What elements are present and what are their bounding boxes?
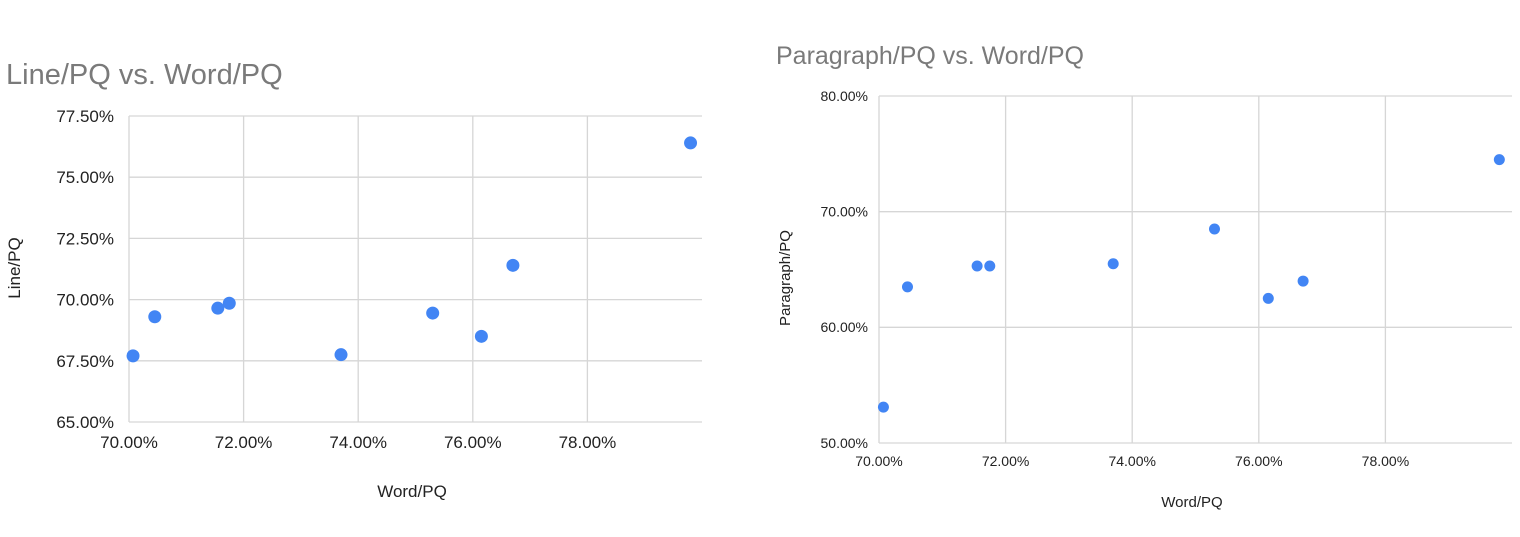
- x-tick-label: 78.00%: [1362, 453, 1409, 469]
- scatter-point: [984, 260, 996, 272]
- x-tick-label: 76.00%: [444, 433, 502, 452]
- scatter-point: [126, 349, 140, 363]
- scatter-point: [1208, 223, 1220, 235]
- y-axis-label: Line/PQ: [5, 237, 24, 298]
- x-axis-label: Word/PQ: [377, 482, 447, 501]
- scatter-point: [148, 310, 162, 324]
- chart-title: Paragraph/PQ vs. Word/PQ: [776, 42, 1084, 70]
- scatter-point: [211, 301, 225, 315]
- x-axis-label: Word/PQ: [1161, 494, 1222, 511]
- x-tick-label: 76.00%: [1235, 453, 1282, 469]
- scatter-point: [901, 281, 913, 293]
- line-vs-word-scatter-chart: Line/PQ vs. Word/PQ 70.00% 72.00% 74.00% 76…: [5, 59, 702, 501]
- scatter-point: [877, 401, 889, 413]
- x-tick-label: 72.00%: [215, 433, 273, 452]
- scatter-point: [1493, 154, 1505, 166]
- scatter-point: [1297, 275, 1309, 287]
- x-tick-label: 70.00%: [855, 453, 902, 469]
- scatter-point: [1262, 292, 1274, 304]
- scatter-point: [426, 306, 440, 320]
- chart-title: Line/PQ vs. Word/PQ: [6, 59, 283, 91]
- paragraph-vs-word-scatter-chart: Paragraph/PQ vs. Word/PQ 70.00% 72.00% 74.…: [776, 42, 1512, 511]
- scatter-point: [334, 348, 348, 362]
- y-tick-label: 50.00%: [821, 435, 868, 451]
- x-tick-label: 74.00%: [329, 433, 387, 452]
- y-tick-label: 60.00%: [821, 319, 868, 335]
- x-tick-label: 78.00%: [559, 433, 617, 452]
- y-tick-label: 75.00%: [56, 168, 114, 187]
- y-tick-label: 70.00%: [56, 291, 114, 310]
- y-tick-label: 77.50%: [56, 107, 114, 126]
- x-tick-label: 72.00%: [982, 453, 1029, 469]
- x-tick-label: 70.00%: [100, 433, 158, 452]
- y-tick-label: 65.00%: [56, 413, 114, 432]
- scatter-point: [506, 258, 520, 272]
- scatter-point: [474, 329, 488, 343]
- y-tick-label: 67.50%: [56, 352, 114, 371]
- y-tick-label: 72.50%: [56, 229, 114, 248]
- scatter-point: [222, 296, 236, 310]
- scatter-point: [684, 136, 698, 150]
- scatter-point: [971, 260, 983, 272]
- y-axis-label: Paragraph/PQ: [777, 230, 794, 326]
- scatter-point: [1107, 258, 1119, 270]
- x-tick-label: 74.00%: [1108, 453, 1155, 469]
- y-tick-label: 80.00%: [821, 88, 868, 104]
- y-tick-label: 70.00%: [821, 204, 868, 220]
